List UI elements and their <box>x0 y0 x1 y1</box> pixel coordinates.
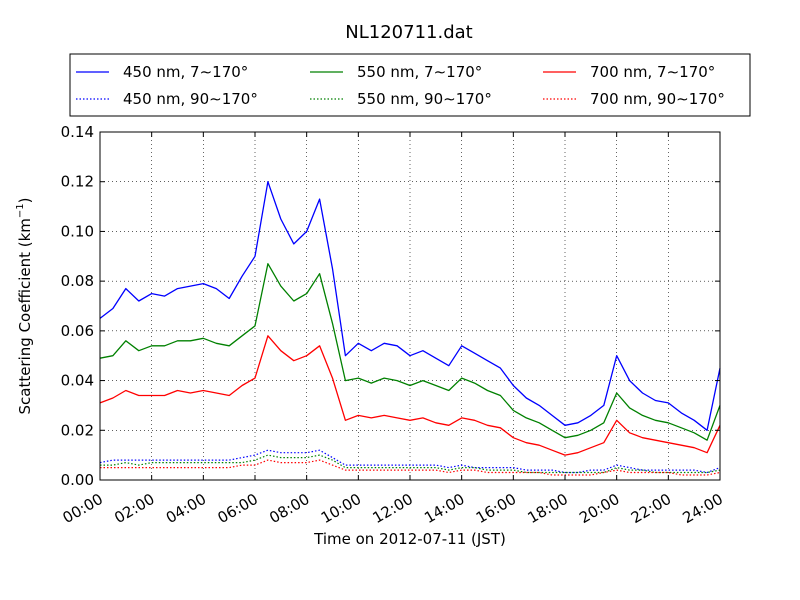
grid <box>100 132 720 480</box>
series-line-2 <box>99 335 721 456</box>
y-tick-label: 0.02 <box>61 421 94 439</box>
series-line-0 <box>99 181 721 431</box>
y-tick-label: 0.12 <box>61 173 94 191</box>
y-axis-title-main: Scattering Coefficient (km <box>16 218 34 414</box>
legend-frame <box>69 53 751 117</box>
y-axis-title: Scattering Coefficient (km−1) <box>15 197 34 414</box>
y-tick-label: 0.10 <box>61 222 94 240</box>
legend-label: 550 nm, 7∼170° <box>357 63 482 81</box>
legend-label: 550 nm, 90∼170° <box>357 90 492 108</box>
series-line-3 <box>99 449 721 474</box>
y-axis-title-close: ) <box>16 197 34 203</box>
series-line-5 <box>100 459 721 476</box>
legend-label: 700 nm, 90∼170° <box>590 90 725 108</box>
y-tick-label: 0.04 <box>61 372 94 390</box>
plot-background <box>100 132 720 480</box>
y-tick-label: 0.14 <box>61 123 94 141</box>
y-tick-label: 0.06 <box>61 322 94 340</box>
y-tick-label: 0.08 <box>61 272 94 290</box>
legend-label: 700 nm, 7∼170° <box>590 63 715 81</box>
chart-title: NL120711.dat <box>345 22 472 43</box>
legend-label: 450 nm, 90∼170° <box>123 90 258 108</box>
series-group <box>99 181 721 476</box>
legend-label: 450 nm, 7∼170° <box>123 63 248 81</box>
series-line-4 <box>100 454 721 474</box>
legend: 450 nm, 7∼170° 550 nm, 7∼170° 700 nm, 7∼17… <box>69 53 751 117</box>
y-tick-label: 0.00 <box>61 471 94 489</box>
series-line-1 <box>99 263 721 441</box>
x-axis-title: Time on 2012-07-11 (JST) <box>313 530 506 548</box>
y-axis-title-superscript: −1 <box>15 203 26 218</box>
